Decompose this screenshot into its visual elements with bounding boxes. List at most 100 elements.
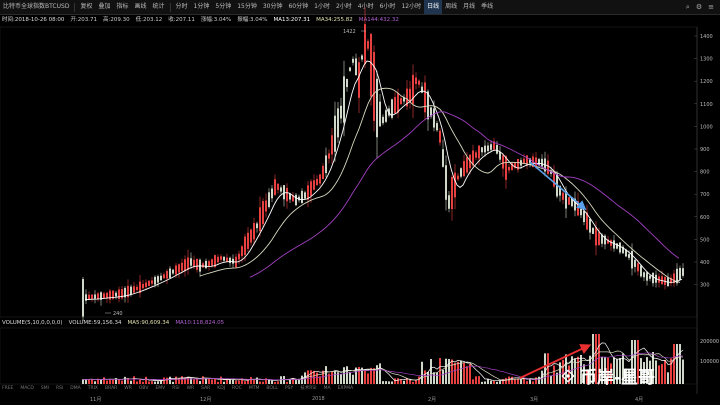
volume-bar-8: [106, 380, 108, 384]
toolbar-item-5[interactable]: 统计: [152, 3, 165, 10]
indicator-tab-8[interactable]: OBV: [138, 386, 149, 391]
volume-bar-96: [370, 367, 372, 384]
candle-body-78: [316, 178, 318, 186]
candle-body-111: [415, 77, 417, 85]
volume-bar-67: [283, 376, 285, 384]
toolbar-item-10[interactable]: 30分钟: [262, 3, 283, 10]
volume-bar-187: [643, 362, 645, 384]
search-icon[interactable]: ⌕: [685, 2, 690, 11]
indicator-tab-20[interactable]: EXPMA: [337, 386, 354, 391]
volume-bar-26: [160, 379, 162, 384]
candle-body-115: [427, 91, 429, 120]
info-low: 低:203.12: [135, 17, 163, 23]
candle-body-184: [634, 260, 636, 267]
indicator-tab-15[interactable]: MTM: [248, 386, 260, 391]
toolbar-item-18[interactable]: 周线: [445, 3, 458, 10]
toolbar-item-2[interactable]: 叠加: [98, 3, 111, 10]
candle-body-182: [628, 254, 630, 258]
toolbar-item-11[interactable]: 60分钟: [288, 3, 309, 10]
volume-bar-93: [361, 367, 363, 384]
indicator-tab-10[interactable]: RSI: [172, 386, 180, 391]
candle-body-66: [280, 187, 282, 192]
toolbar-item-15[interactable]: 6小时: [379, 3, 396, 10]
toolbar-item-16[interactable]: 12小时: [401, 3, 422, 10]
indicator-tab-1[interactable]: MACD: [20, 386, 34, 391]
toolbar-item-12[interactable]: 1小时: [314, 3, 330, 10]
settings-icon[interactable]: ⚙: [695, 2, 703, 11]
info-ma-extra: MA144:432.32: [358, 17, 399, 23]
price-axis-label-4: 1000: [700, 124, 713, 130]
volume-bar-148: [526, 381, 528, 384]
volume-bar-10: [112, 379, 114, 384]
candle-body-117: [433, 108, 435, 128]
candle-body-176: [610, 240, 612, 246]
indicator-tab-7[interactable]: WR: [124, 386, 132, 391]
indicator-tab-6[interactable]: BRAR: [105, 386, 118, 391]
indicator-tab-5[interactable]: TRIX: [87, 386, 99, 391]
candle-body-137: [493, 141, 495, 150]
indicator-tab-2[interactable]: SMI: [40, 386, 49, 391]
volume-bar-183: [631, 340, 633, 384]
candle-body-157: [553, 170, 555, 187]
indicator-tab-18[interactable]: 技术RSI: [300, 386, 317, 391]
indicator-tab-3[interactable]: RSI: [55, 386, 64, 391]
volume-bar-136: [490, 380, 492, 384]
toolbar-item-14[interactable]: 4小时: [357, 3, 374, 10]
candle-body-160: [562, 192, 564, 200]
indicator-tab-16[interactable]: BOLL: [266, 386, 278, 391]
candle-body-152: [538, 159, 540, 165]
candle-body-48: [226, 257, 228, 262]
candle-body-43: [211, 259, 213, 266]
volume-bar-155: [547, 353, 549, 384]
menu-icon[interactable]: ≡: [708, 2, 714, 11]
indicator-tab-13[interactable]: KDJ: [217, 386, 226, 391]
candle-body-29: [169, 268, 171, 278]
toolbar-item-8[interactable]: 5分钟: [215, 3, 232, 10]
volume-bar-199: [679, 344, 681, 384]
indicator-tab-19[interactable]: MA: [323, 386, 331, 391]
candle-body-190: [652, 272, 654, 284]
candle-body-69: [289, 193, 291, 200]
toolbar-item-4[interactable]: 画线: [134, 3, 147, 10]
indicator-tab-0[interactable]: FREE: [2, 386, 14, 391]
candle-body-11: [115, 292, 117, 297]
toolbar-item-17[interactable]: 日线: [424, 0, 443, 14]
volume-bar-41: [205, 378, 207, 384]
candle-body-197: [673, 273, 675, 284]
indicator-tab-17[interactable]: PSY: [284, 386, 294, 391]
volume-bar-58: [256, 377, 258, 384]
toolbar-item-0[interactable]: 比特币全球指数BTCUSD: [3, 3, 70, 10]
volume-bar-144: [514, 378, 516, 384]
volume-bar-51: [235, 380, 237, 384]
volume-bar-164: [574, 358, 576, 384]
indicator-tab-14[interactable]: ROC: [232, 386, 242, 391]
toolbar-item-6[interactable]: 分时: [175, 3, 188, 10]
volume-bar-1: [85, 379, 87, 384]
info-close: 收:207.11: [168, 17, 195, 23]
candle-body-16: [130, 286, 132, 295]
indicator-tab-12[interactable]: SAR: [201, 386, 211, 391]
toolbar-item-7[interactable]: 1分钟: [193, 3, 210, 10]
volume-bar-70: [292, 377, 294, 384]
volume-bar-7: [103, 377, 105, 384]
volume-bar-78: [316, 372, 318, 384]
indicator-tab-9[interactable]: EMV: [155, 386, 166, 391]
volume-bar-73: [301, 375, 303, 384]
volume-bar-48: [226, 378, 228, 384]
volume-bar-55: [247, 379, 249, 384]
indicator-tab-11[interactable]: WR: [186, 386, 195, 391]
watermark: 币岸-星哥: [560, 363, 655, 388]
toolbar-item-19[interactable]: 月线: [463, 3, 476, 10]
candle-body-14: [124, 287, 126, 298]
candle-body-159: [559, 185, 561, 196]
candle-body-124: [454, 172, 456, 198]
toolbar-item-20[interactable]: 季线: [481, 3, 494, 10]
toolbar-item-1[interactable]: 复权: [80, 3, 93, 10]
toolbar-item-3[interactable]: 指标: [116, 3, 129, 10]
toolbar-item-9[interactable]: 15分钟: [237, 3, 257, 10]
candle-body-5: [97, 293, 99, 300]
indicator-tab-4[interactable]: DMA: [70, 386, 81, 391]
volume-bar-98: [376, 365, 378, 384]
toolbar-item-13[interactable]: 2小时: [335, 3, 352, 10]
